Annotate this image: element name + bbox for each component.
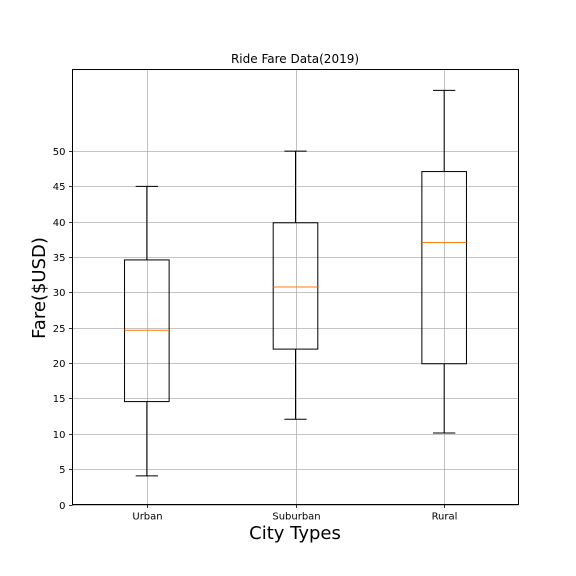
y-tick-label: 50	[53, 147, 66, 158]
y-tick-label: 25	[53, 324, 66, 335]
y-tick-label: 30	[53, 288, 66, 299]
iqr-box	[421, 171, 467, 365]
box-suburban	[272, 150, 319, 420]
y-tick-label: 10	[53, 430, 66, 441]
x-tick-label: Rural	[432, 512, 458, 523]
boxes	[124, 89, 467, 477]
iqr-box	[272, 222, 319, 350]
x-axis-label: City Types	[249, 523, 341, 544]
box-rural	[421, 89, 467, 434]
y-tick-label: 20	[53, 359, 66, 370]
y-axis-label: Fare($USD)	[29, 237, 50, 339]
iqr-box	[124, 259, 170, 403]
y-axis-ticks: 0 5 10 15 20 25 30 35 40 45 50	[53, 147, 73, 512]
y-tick-label: 40	[53, 218, 66, 229]
y-tick-label: 5	[59, 465, 65, 476]
x-axis-ticks: Urban Suburban Rural	[132, 504, 458, 523]
y-tick-label: 45	[53, 182, 66, 193]
box-urban	[124, 185, 170, 477]
chart-title: Ride Fare Data(2019)	[231, 52, 359, 66]
x-tick-label: Urban	[132, 512, 162, 523]
y-tick-label: 15	[53, 394, 66, 405]
x-tick-label: Suburban	[272, 512, 320, 523]
y-tick-label: 0	[59, 501, 65, 512]
plot-frame	[72, 69, 519, 505]
y-tick-label: 35	[53, 253, 66, 264]
